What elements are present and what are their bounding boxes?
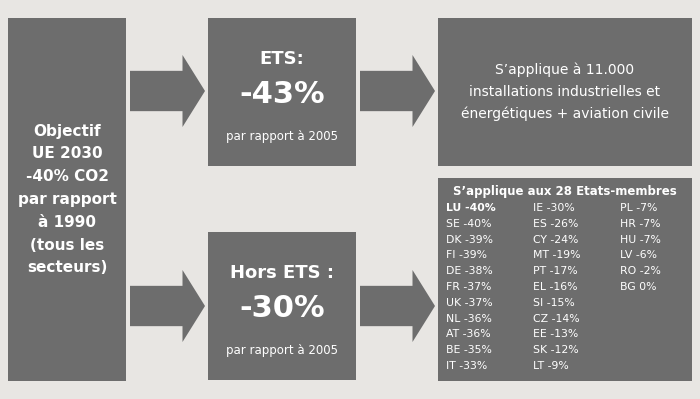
Text: PT -17%: PT -17%: [533, 266, 578, 276]
Text: par rapport à 2005: par rapport à 2005: [226, 344, 338, 357]
Text: ETS:: ETS:: [260, 50, 304, 69]
Text: S’applique aux 28 Etats-membres: S’applique aux 28 Etats-membres: [453, 184, 677, 198]
Text: UK -37%: UK -37%: [446, 298, 493, 308]
Polygon shape: [130, 55, 205, 127]
Text: HU -7%: HU -7%: [620, 235, 661, 245]
Text: MT -19%: MT -19%: [533, 251, 580, 261]
Text: par rapport à 2005: par rapport à 2005: [226, 130, 338, 143]
Bar: [438, 178, 692, 381]
Polygon shape: [360, 270, 435, 342]
Text: FI -39%: FI -39%: [446, 251, 487, 261]
Text: -43%: -43%: [239, 81, 325, 109]
Text: EL -16%: EL -16%: [533, 282, 578, 292]
Text: CY -24%: CY -24%: [533, 235, 578, 245]
Bar: [208, 232, 356, 380]
Text: LT -9%: LT -9%: [533, 361, 568, 371]
Bar: [8, 18, 126, 381]
Text: RO -2%: RO -2%: [620, 266, 661, 276]
Text: DE -38%: DE -38%: [446, 266, 493, 276]
Text: Hors ETS :: Hors ETS :: [230, 265, 334, 282]
Text: IE -30%: IE -30%: [533, 203, 575, 213]
Text: SK -12%: SK -12%: [533, 345, 579, 355]
Text: BG 0%: BG 0%: [620, 282, 657, 292]
Text: IT -33%: IT -33%: [446, 361, 487, 371]
Polygon shape: [360, 55, 435, 127]
Text: NL -36%: NL -36%: [446, 314, 492, 324]
Bar: [208, 18, 356, 166]
Text: LV -6%: LV -6%: [620, 251, 657, 261]
Text: DK -39%: DK -39%: [446, 235, 493, 245]
Text: CZ -14%: CZ -14%: [533, 314, 580, 324]
Text: LU -40%: LU -40%: [446, 203, 496, 213]
Text: ES -26%: ES -26%: [533, 219, 578, 229]
Text: PL -7%: PL -7%: [620, 203, 657, 213]
Text: HR -7%: HR -7%: [620, 219, 661, 229]
Text: SE -40%: SE -40%: [446, 219, 491, 229]
Text: Objectif
UE 2030
-40% CO2
par rapport
à 1990
(tous les
secteurs): Objectif UE 2030 -40% CO2 par rapport à …: [18, 124, 116, 275]
Text: AT -36%: AT -36%: [446, 330, 491, 340]
Text: SI -15%: SI -15%: [533, 298, 575, 308]
Text: FR -37%: FR -37%: [446, 282, 491, 292]
Text: EE -13%: EE -13%: [533, 330, 578, 340]
Bar: [438, 18, 692, 166]
Polygon shape: [130, 270, 205, 342]
Text: S’applique à 11.000
installations industrielles et
énergétiques + aviation civil: S’applique à 11.000 installations indust…: [461, 63, 669, 121]
Text: BE -35%: BE -35%: [446, 345, 492, 355]
Text: -30%: -30%: [239, 294, 325, 324]
